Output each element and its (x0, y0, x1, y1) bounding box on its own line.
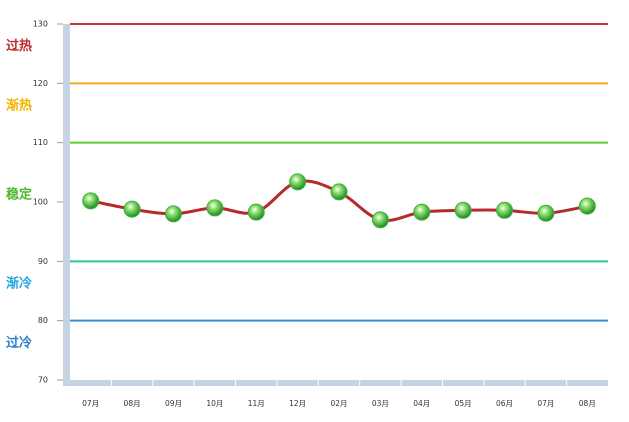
x-tick-label: 09月 (165, 399, 182, 408)
data-point (330, 183, 348, 201)
x-tick-label: 02月 (330, 399, 347, 408)
x-tick-label: 06月 (496, 399, 513, 408)
data-point (82, 192, 100, 210)
y-tick-label: 120 (33, 79, 48, 88)
x-tick-label: 07月 (537, 399, 554, 408)
data-point (206, 199, 224, 217)
y-tick-label: 130 (33, 20, 48, 29)
data-point (413, 203, 431, 221)
y-tick-label: 80 (38, 316, 48, 325)
y-tick-label: 70 (38, 376, 48, 385)
x-tick-label: 10月 (206, 399, 223, 408)
data-point (247, 203, 265, 221)
data-point (289, 173, 307, 191)
data-point (164, 205, 182, 223)
zone-label: 过热 (6, 38, 32, 54)
x-tick-label: 04月 (413, 399, 430, 408)
zone-label: 过冷 (6, 335, 32, 351)
data-point (496, 201, 514, 219)
x-tick-label: 03月 (372, 399, 389, 408)
y-axis-bar (63, 24, 70, 386)
x-tick-label: 07月 (82, 399, 99, 408)
y-tick-label: 90 (38, 257, 48, 266)
data-point (371, 211, 389, 229)
data-point (537, 204, 555, 222)
y-tick-label: 110 (33, 138, 48, 147)
data-point (454, 201, 472, 219)
zone-label: 渐冷 (6, 276, 32, 292)
zone-label: 渐热 (6, 98, 32, 114)
x-tick-label: 12月 (289, 399, 306, 408)
x-tick-label: 08月 (124, 399, 141, 408)
x-tick-label: 11月 (248, 399, 265, 408)
y-tick-label: 100 (33, 198, 48, 207)
data-point (578, 197, 596, 215)
x-tick-label: 08月 (579, 399, 596, 408)
zone-label: 稳定 (6, 187, 32, 203)
data-point (123, 200, 141, 218)
x-axis-bar (63, 380, 608, 386)
x-tick-label: 05月 (455, 399, 472, 408)
